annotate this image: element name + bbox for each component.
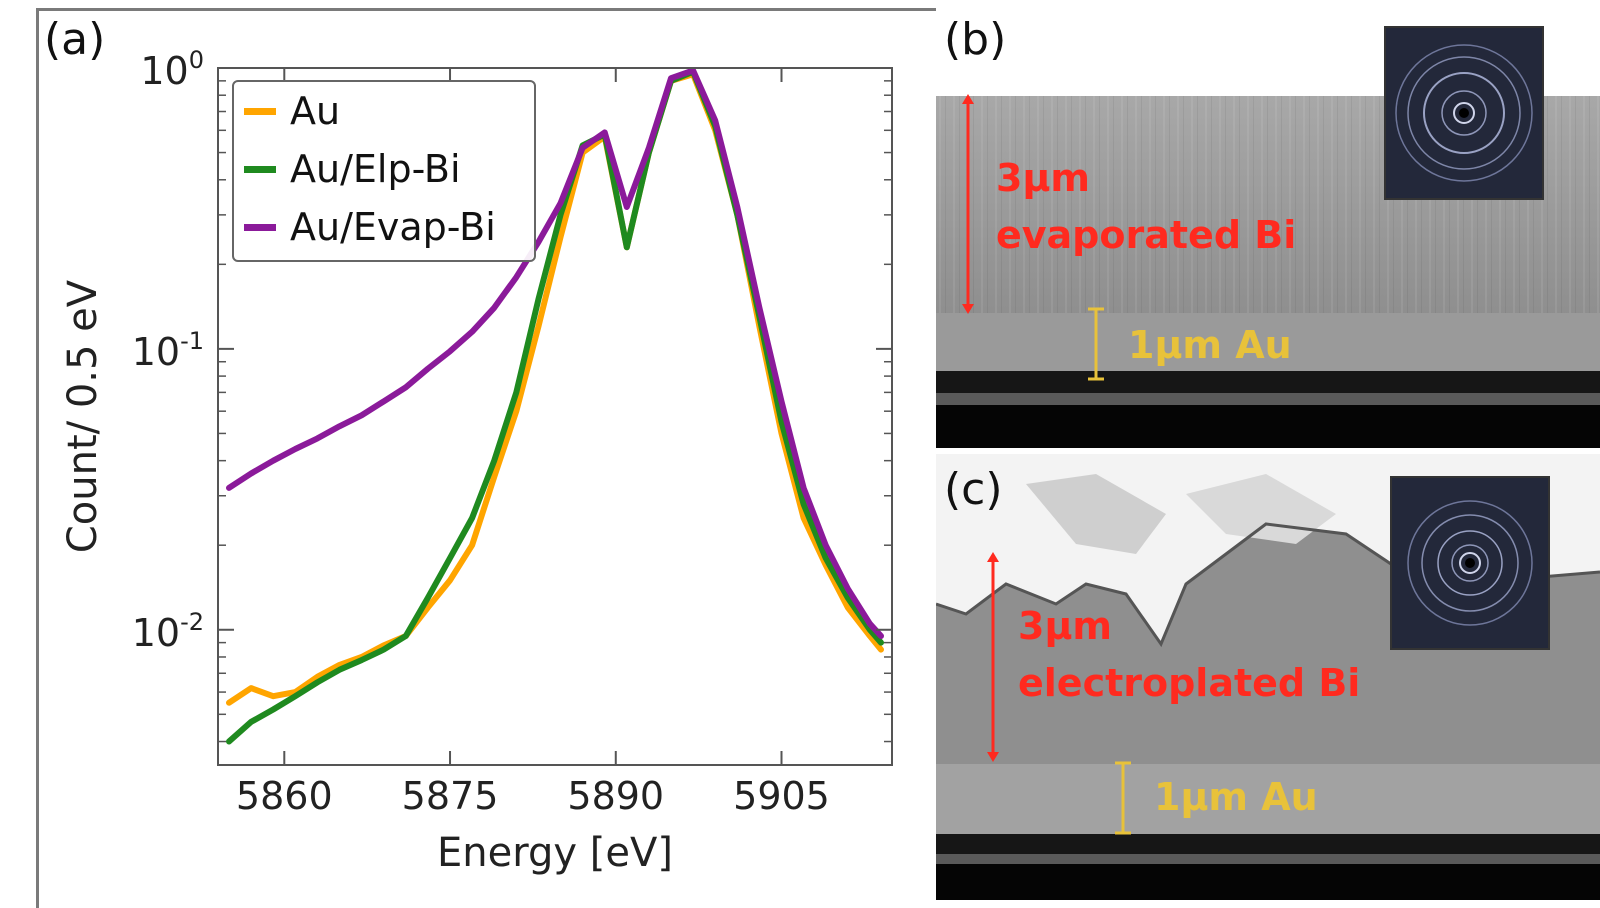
au-layer-label-evaporated: 1μm Au — [1128, 323, 1292, 367]
y-tick-label-0: 100 — [140, 46, 204, 93]
legend-item-au: Au — [244, 86, 340, 136]
legend-label-au: Au — [290, 89, 341, 133]
legend-swatch-elp-bi — [244, 165, 276, 173]
bi-thickness-label-evaporated: 3μm evaporated Bi — [996, 150, 1296, 264]
sem-image-evaporated: 3μm evaporated Bi 1μm Au — [936, 8, 1600, 448]
diffraction-inset-electroplated — [1390, 476, 1550, 650]
series-line-0 — [226, 71, 884, 706]
diffraction-inset-evaporated — [1384, 26, 1544, 200]
legend-label-evap-bi: Au/Evap-Bi — [290, 205, 496, 249]
legend-label-elp-bi: Au/Elp-Bi — [290, 147, 461, 191]
bi-thickness-label-electroplated: 3μm electroplated Bi — [1018, 598, 1360, 712]
diffraction-pattern-evaporated — [1395, 44, 1533, 182]
panel-label-a: (a) — [44, 14, 106, 65]
legend-item-evap-bi: Au/Evap-Bi — [244, 202, 496, 252]
x-tick-label-3: 5905 — [733, 774, 830, 818]
y-tick-label-2: 10-2 — [132, 608, 204, 655]
bi-thickness-arrow-evaporated — [962, 94, 974, 314]
y-axis-label: Count/ 0.5 eV — [60, 279, 106, 553]
au-thickness-arrow-electroplated — [1115, 761, 1131, 835]
bi-material-label-evaporated: evaporated Bi — [996, 213, 1297, 257]
x-tick-label-2: 5890 — [567, 774, 664, 818]
diffraction-pattern-electroplated — [1407, 500, 1533, 626]
y-tick-label-1: 10-1 — [132, 327, 204, 374]
figure-frame — [36, 8, 1598, 908]
bi-thickness-value-electroplated: 3μm — [1018, 604, 1112, 648]
sem-image-electroplated: 3μm electroplated Bi 1μm Au — [936, 454, 1600, 900]
au-layer-label-electroplated: 1μm Au — [1154, 775, 1318, 819]
x-tick-label-0: 5860 — [236, 774, 333, 818]
legend-swatch-evap-bi — [244, 223, 276, 231]
legend-swatch-au — [244, 107, 276, 115]
bi-material-label-electroplated: electroplated Bi — [1018, 661, 1361, 705]
plot-frame — [217, 67, 893, 766]
panel-label-b: (b) — [944, 14, 1007, 65]
panel-label-c: (c) — [944, 464, 1003, 515]
chart-legend: Au Au/Elp-Bi Au/Evap-Bi — [232, 80, 536, 262]
legend-item-elp-bi: Au/Elp-Bi — [244, 144, 461, 194]
series-line-2 — [226, 67, 884, 639]
x-tick-label-1: 5875 — [402, 774, 499, 818]
x-axis-label: Energy [eV] — [437, 830, 673, 876]
bi-thickness-value-evaporated: 3μm — [996, 156, 1090, 200]
series-line-1 — [226, 68, 884, 745]
au-thickness-arrow-evaporated — [1088, 307, 1104, 381]
bi-thickness-arrow-electroplated — [987, 552, 999, 762]
